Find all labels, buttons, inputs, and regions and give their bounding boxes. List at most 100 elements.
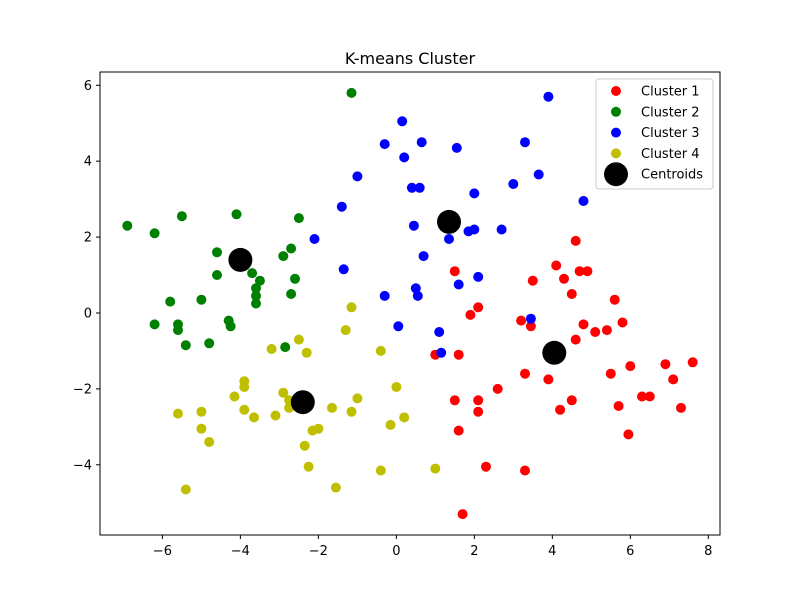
legend-marker <box>611 148 621 159</box>
data-point <box>239 382 250 392</box>
data-point <box>212 270 222 280</box>
data-point <box>290 273 300 284</box>
legend-marker <box>611 127 621 138</box>
data-point <box>266 344 277 354</box>
y-tick-label: 6 <box>84 79 92 94</box>
data-point <box>617 317 628 328</box>
data-point <box>566 289 577 299</box>
data-point <box>570 235 581 246</box>
data-point <box>430 463 441 474</box>
data-point <box>385 419 396 430</box>
data-point <box>416 137 427 148</box>
data-point <box>453 279 464 290</box>
data-point <box>457 509 468 520</box>
data-point <box>346 406 357 417</box>
data-point <box>496 224 507 235</box>
data-point <box>473 395 484 406</box>
y-tick-label: 0 <box>84 306 92 321</box>
y-tick-label: −4 <box>73 458 92 473</box>
data-point <box>270 410 281 421</box>
data-point <box>251 298 261 309</box>
data-point <box>309 234 320 244</box>
data-point <box>473 406 484 417</box>
data-point <box>623 429 634 440</box>
legend: Cluster 1 Cluster 2 Cluster 3 Cluster 4 Cent… <box>595 78 714 190</box>
data-point <box>566 395 577 406</box>
data-point <box>414 182 425 193</box>
centroid-point <box>542 340 567 365</box>
data-point <box>527 275 538 286</box>
data-point <box>196 423 207 434</box>
centroid-point <box>437 209 461 234</box>
x-tick-label: 0 <box>392 544 400 559</box>
data-point <box>508 179 519 189</box>
data-point <box>303 461 314 472</box>
centroid-point <box>228 247 253 272</box>
data-point <box>525 313 536 324</box>
data-point <box>204 338 215 349</box>
data-point <box>399 152 410 163</box>
data-point <box>149 228 160 239</box>
data-point <box>605 368 616 379</box>
data-point <box>555 404 566 415</box>
data-point <box>301 347 312 358</box>
data-point <box>449 266 460 277</box>
data-point <box>399 412 410 423</box>
data-point <box>286 289 297 299</box>
data-point <box>543 91 554 102</box>
data-point <box>338 264 349 275</box>
data-point <box>418 251 429 262</box>
data-point <box>465 309 476 320</box>
data-point <box>180 484 191 495</box>
data-point <box>247 268 258 279</box>
series-2 <box>122 87 357 353</box>
data-point <box>436 347 447 358</box>
chart-title: K-means Cluster <box>345 49 476 68</box>
data-point <box>492 383 503 394</box>
series-1 <box>430 235 698 520</box>
data-point <box>469 188 480 199</box>
data-point <box>473 302 484 313</box>
data-point <box>249 412 259 423</box>
data-point <box>239 404 250 415</box>
data-point <box>660 359 671 370</box>
data-point <box>165 296 176 307</box>
legend-box <box>595 78 714 190</box>
data-point <box>520 465 530 476</box>
data-point <box>122 220 133 231</box>
x-tick-label: 4 <box>548 544 556 559</box>
data-point <box>408 220 419 231</box>
data-point <box>406 182 417 193</box>
legend-marker <box>611 86 621 96</box>
data-point <box>352 393 363 404</box>
series-3 <box>309 91 589 358</box>
data-point <box>687 357 698 368</box>
data-point <box>473 271 484 282</box>
data-point <box>601 325 612 336</box>
x-tick-label: −2 <box>309 544 328 559</box>
data-point <box>469 224 480 235</box>
data-point <box>434 327 445 337</box>
data-point <box>449 395 460 406</box>
data-point <box>520 368 530 379</box>
data-point <box>676 402 686 413</box>
data-point <box>397 116 408 127</box>
y-tick-label: −2 <box>73 382 92 397</box>
data-point <box>453 425 464 436</box>
data-point <box>375 345 386 356</box>
x-tick-label: −6 <box>153 544 172 559</box>
data-point <box>590 327 601 337</box>
data-point <box>668 374 679 385</box>
data-point <box>251 290 261 301</box>
axes-frame <box>99 71 721 536</box>
legend-marker <box>611 106 621 117</box>
data-point <box>444 234 454 244</box>
data-point <box>278 387 289 398</box>
data-point <box>293 213 304 224</box>
data-point <box>644 391 655 402</box>
data-point <box>280 342 291 353</box>
data-point <box>379 290 390 301</box>
data-point <box>196 294 207 305</box>
data-point <box>180 340 191 351</box>
data-point <box>231 209 242 220</box>
